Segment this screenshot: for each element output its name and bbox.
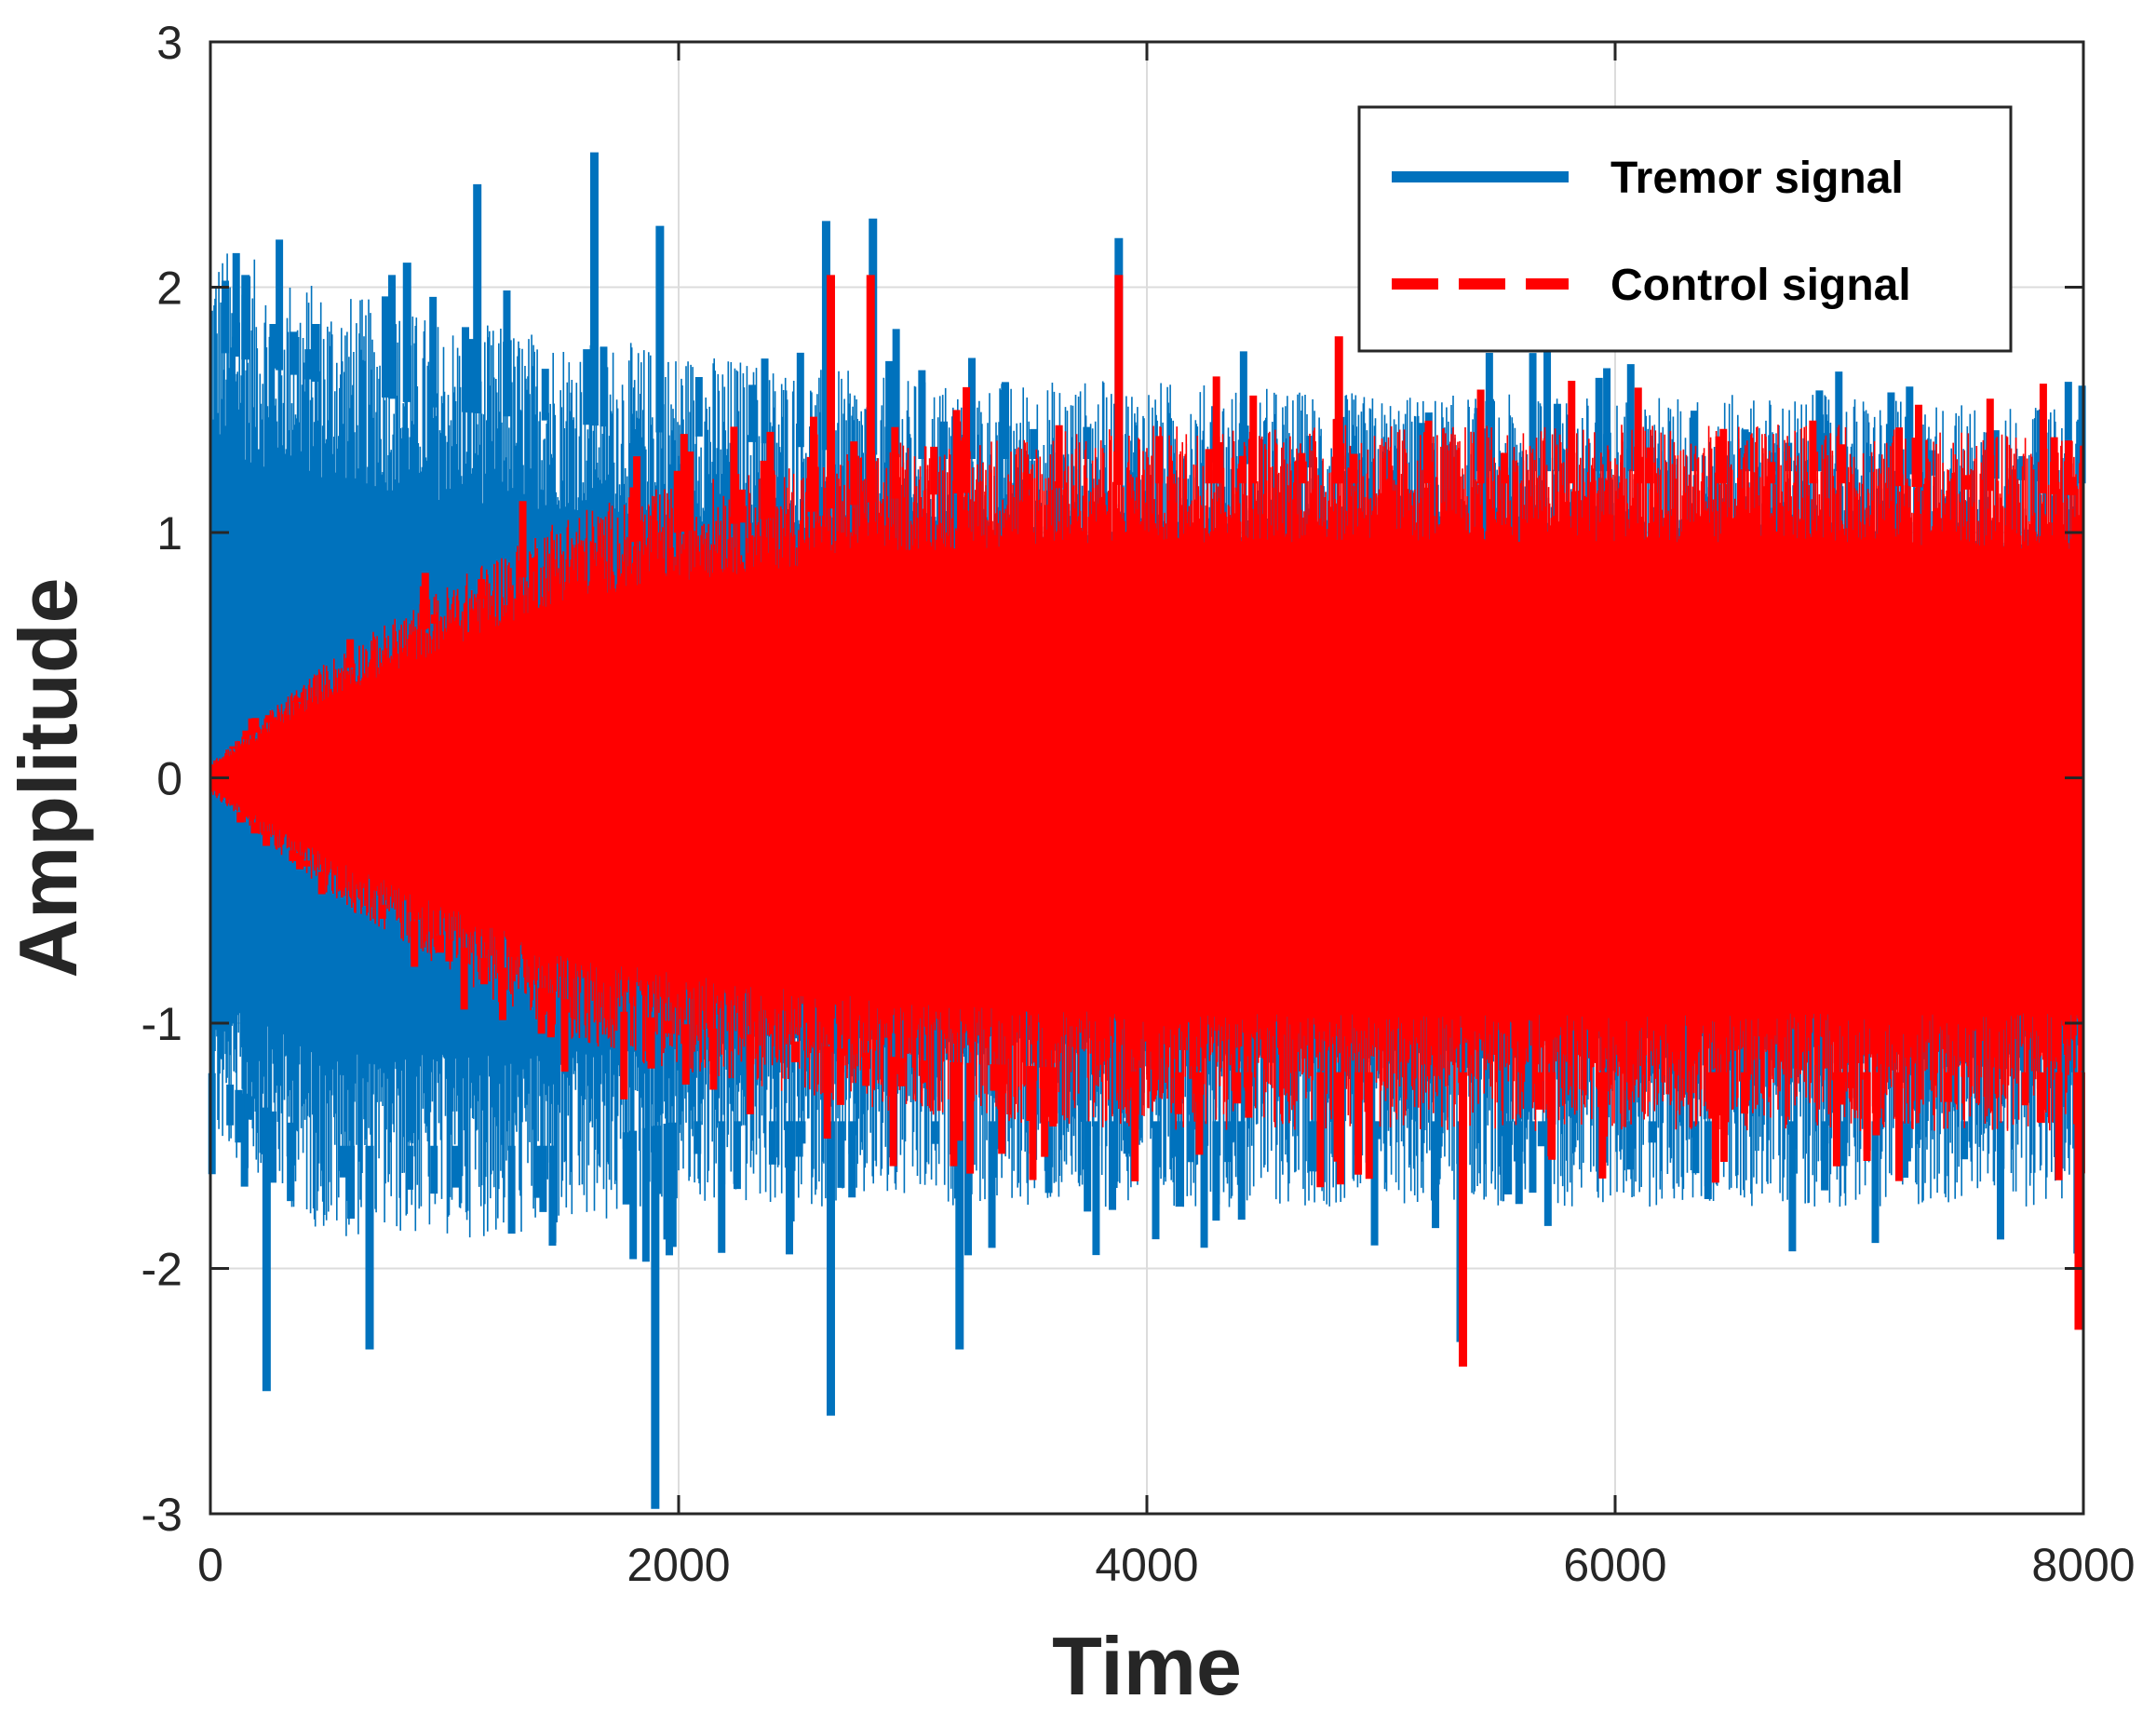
control-signal-peaks xyxy=(229,275,2085,1367)
y-tick-label: -3 xyxy=(141,1489,182,1541)
y-tick-label: 3 xyxy=(156,17,182,69)
y-tick-label: 0 xyxy=(156,753,182,805)
y-tick-labels: -3 -2 -1 0 1 2 3 xyxy=(141,17,182,1541)
y-axis-label: Amplitude xyxy=(2,577,94,978)
legend: Tremor signal Control signal xyxy=(1357,105,2013,353)
x-tick-label: 4000 xyxy=(1095,1539,1198,1591)
y-tick-label: 2 xyxy=(156,263,182,315)
x-tick-label: 6000 xyxy=(1563,1539,1666,1591)
y-tick-label: -1 xyxy=(141,998,182,1050)
x-tick-label: 0 xyxy=(197,1539,223,1591)
y-tick-label: 1 xyxy=(156,507,182,560)
legend-box xyxy=(1357,105,2013,353)
x-tick-label: 8000 xyxy=(2031,1539,2135,1591)
legend-label-tremor-signal: Tremor signal xyxy=(1610,154,1904,203)
legend-label-control-signal: Control signal xyxy=(1610,261,1911,310)
x-tick-labels: 0 2000 4000 6000 8000 xyxy=(197,1539,2136,1591)
x-tick-label: 2000 xyxy=(627,1539,730,1591)
x-axis-label: Time xyxy=(1052,1620,1242,1712)
y-tick-label: -2 xyxy=(141,1244,182,1296)
data-layer xyxy=(208,152,2086,1509)
ticks xyxy=(209,40,2085,1516)
